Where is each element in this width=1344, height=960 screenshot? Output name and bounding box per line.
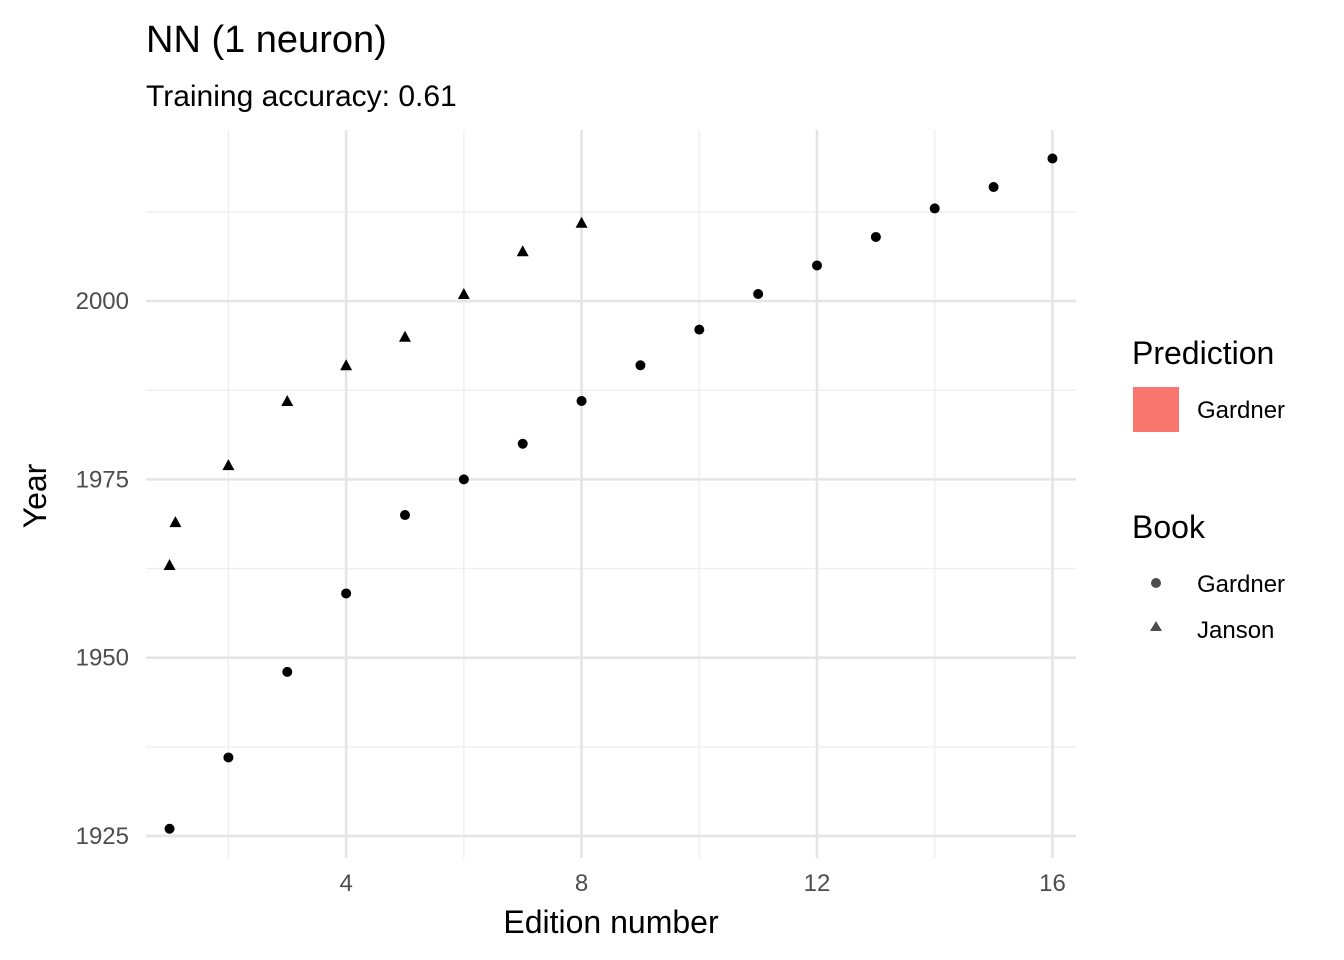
janson-point bbox=[457, 287, 470, 299]
janson-point bbox=[163, 558, 176, 570]
janson-point bbox=[516, 245, 529, 257]
y-tick-label: 1950 bbox=[76, 645, 129, 672]
janson-point bbox=[340, 359, 353, 371]
legend-key-prediction-gardner bbox=[1133, 387, 1179, 432]
x-axis-ticks: 4 8 12 16 bbox=[339, 870, 1065, 897]
y-tick-label: 1975 bbox=[76, 466, 129, 493]
x-tick-label: 4 bbox=[339, 870, 352, 897]
gardner-point bbox=[282, 666, 293, 677]
gardner-point bbox=[694, 324, 705, 335]
legend-title-book: Book bbox=[1132, 509, 1206, 545]
janson-point bbox=[398, 330, 411, 342]
gardner-point bbox=[988, 182, 999, 193]
gardner-point bbox=[635, 360, 646, 371]
x-tick-label: 16 bbox=[1039, 870, 1066, 897]
legend-title-prediction: Prediction bbox=[1132, 335, 1274, 371]
data-points bbox=[163, 153, 1058, 834]
gardner-point bbox=[341, 588, 352, 599]
gardner-point bbox=[517, 438, 528, 449]
gardner-point bbox=[870, 231, 881, 242]
y-axis-title: Year bbox=[17, 463, 53, 528]
chart-title: NN (1 neuron) bbox=[146, 19, 387, 61]
x-axis-title: Edition number bbox=[503, 904, 719, 940]
janson-point bbox=[575, 216, 588, 228]
y-tick-label: 2000 bbox=[76, 288, 129, 315]
y-tick-label: 1925 bbox=[76, 823, 129, 850]
legend-key-book-gardner-circle-icon bbox=[1151, 578, 1161, 588]
legend-key-book-janson-triangle-icon bbox=[1150, 621, 1162, 631]
legend: Prediction Gardner Book Gardner Janson bbox=[1132, 335, 1285, 644]
chart-subtitle: Training accuracy: 0.61 bbox=[146, 80, 457, 113]
legend-label-prediction-gardner: Gardner bbox=[1197, 397, 1285, 424]
gardner-point bbox=[223, 752, 234, 763]
gardner-point bbox=[164, 823, 175, 834]
grid bbox=[146, 130, 1076, 858]
legend-label-book-janson: Janson bbox=[1197, 617, 1274, 644]
gardner-point bbox=[929, 203, 940, 214]
gardner-point bbox=[458, 474, 469, 485]
janson-point bbox=[169, 516, 182, 528]
gardner-point bbox=[1047, 153, 1058, 164]
gardner-point bbox=[812, 260, 823, 271]
x-tick-label: 8 bbox=[575, 870, 588, 897]
gardner-point bbox=[399, 510, 410, 521]
janson-point bbox=[281, 394, 294, 406]
x-tick-label: 12 bbox=[804, 870, 831, 897]
y-axis-ticks: 1925 1950 1975 2000 bbox=[76, 288, 129, 850]
gardner-point bbox=[576, 395, 587, 406]
janson-point bbox=[222, 459, 235, 471]
gardner-point bbox=[753, 288, 764, 299]
legend-label-book-gardner: Gardner bbox=[1197, 571, 1285, 598]
